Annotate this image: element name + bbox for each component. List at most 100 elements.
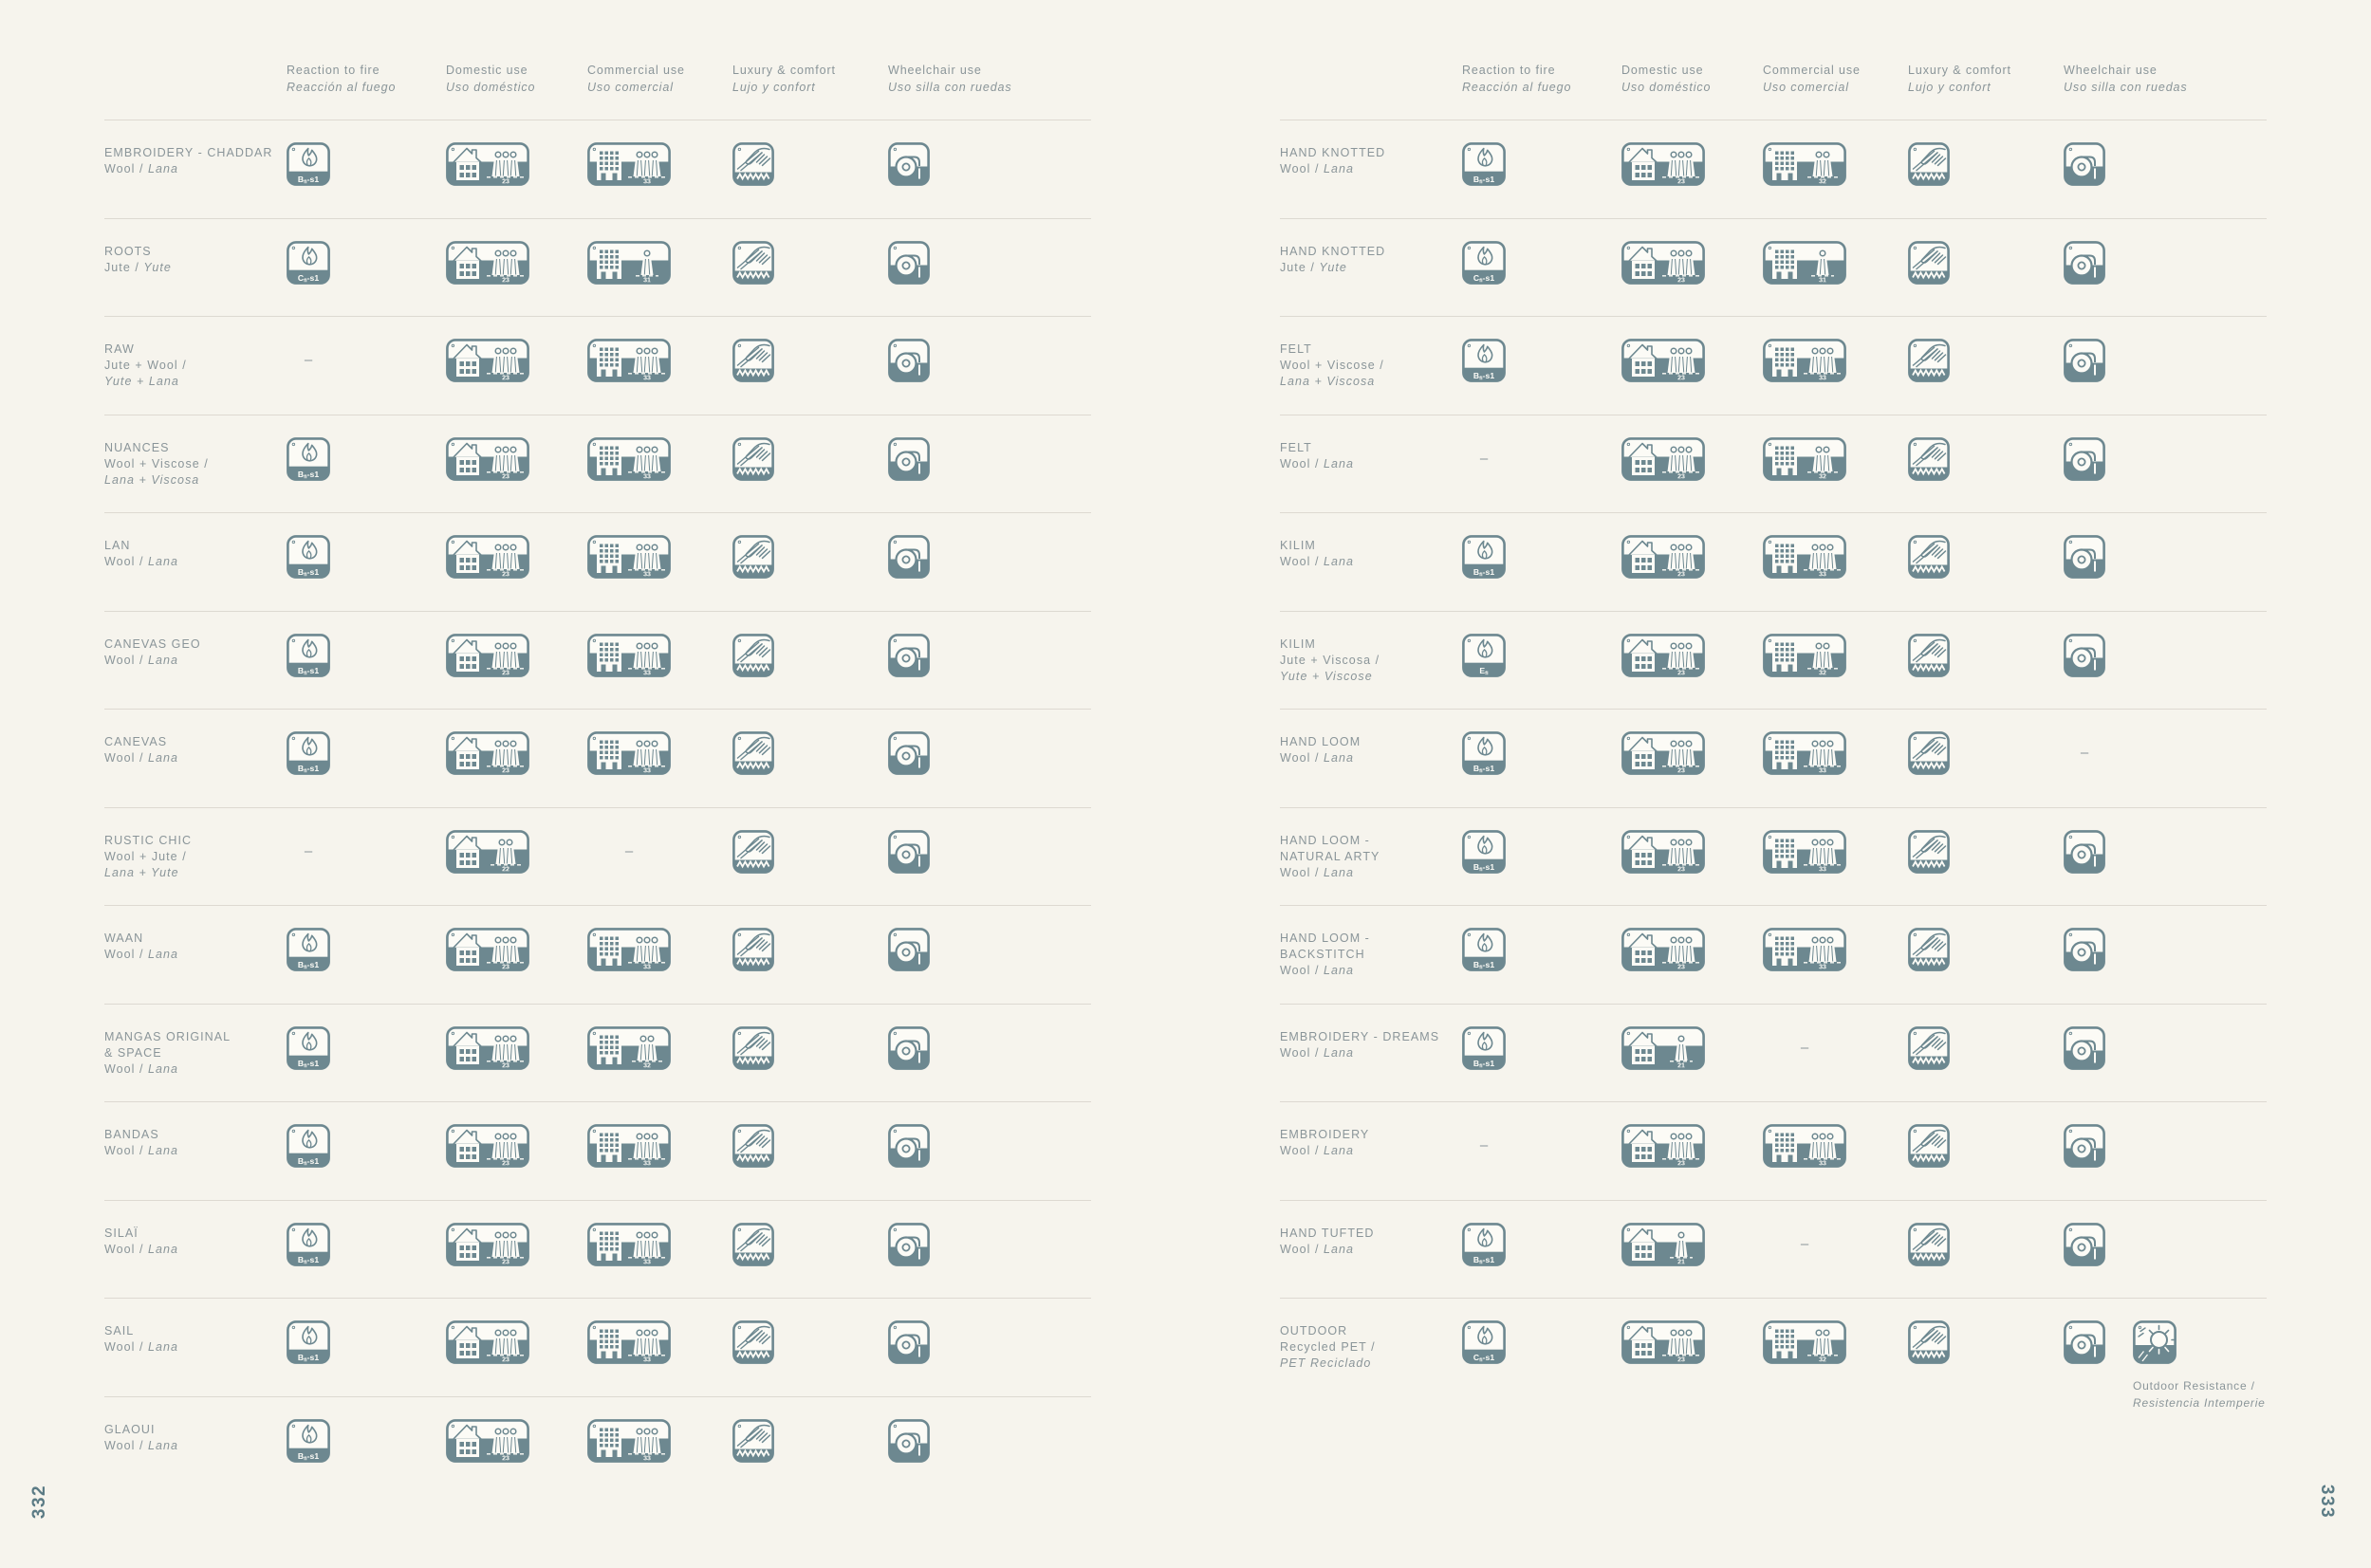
domestic-use-cell: 23 (1621, 240, 1705, 285)
domestic-use-cell: 23 (446, 1124, 529, 1168)
fire-rating-cell: – (287, 339, 330, 382)
svg-text:23: 23 (502, 768, 509, 775)
domestic-use-cell: 23 (446, 535, 529, 579)
svg-text:23: 23 (502, 277, 509, 284)
table-row: HAND KNOTTED Jute / Yute Cfl-s1 23 31 (1280, 217, 2267, 317)
table-row: ROOTS Jute / Yute Cfl-s1 23 31 (104, 217, 1091, 317)
svg-text:Bfl-s1: Bfl-s1 (1473, 567, 1494, 579)
product-label: EMBROIDERY - CHADDAR Wool / Lana (104, 145, 281, 177)
wheelchair-use-cell (2064, 535, 2105, 579)
svg-text:31: 31 (643, 277, 651, 284)
house-people-icon: 23 (1621, 829, 1705, 874)
commercial-use-cell: 33 (587, 1418, 671, 1463)
wheelchair-use-cell (2064, 633, 2105, 677)
product-label: EMBROIDERY Wool / Lana (1280, 1127, 1456, 1159)
product-material: Wool / Lana (104, 1144, 179, 1157)
product-label: OUTDOOR Recycled PET / PET Reciclado (1280, 1323, 1456, 1372)
fire-rating-cell: Bfl-s1 (1462, 535, 1506, 579)
column-header-luxury-comfort: Luxury & comfort Lujo y confort (732, 64, 836, 94)
house-people-icon: 23 (1621, 633, 1705, 677)
luxury-comfort-cell (1908, 339, 1950, 382)
luxury-comfort-cell (1908, 535, 1950, 579)
product-label: HAND KNOTTED Jute / Yute (1280, 244, 1456, 276)
table-row: EMBROIDERY - CHADDAR Wool / Lana Bfl-s1 2… (104, 120, 1091, 218)
product-label: HAND TUFTED Wool / Lana (1280, 1226, 1456, 1258)
product-material: Recycled PET / (1280, 1340, 1376, 1354)
table-row: KILIM Jute + Viscosa / Yute + Viscose Efl … (1280, 610, 2267, 710)
fire-rating-cell: Bfl-s1 (287, 1124, 330, 1168)
svg-text:32: 32 (1819, 670, 1826, 676)
domestic-use-cell: 23 (1621, 731, 1705, 775)
svg-text:Bfl-s1: Bfl-s1 (1473, 1058, 1494, 1069)
product-label: HAND LOOM - NATURAL ARTY Wool / Lana (1280, 833, 1456, 881)
fire-rating-icon: Bfl-s1 (1462, 1025, 1506, 1070)
svg-text:32: 32 (1819, 473, 1826, 480)
wheelchair-use-cell (2064, 436, 2105, 481)
hand-on-carpet-icon (732, 142, 774, 186)
table-row: SILAÏ Wool / Lana Bfl-s1 23 33 (104, 1199, 1091, 1299)
product-name: HAND LOOM - (1280, 932, 1370, 945)
table-row: FELT Wool / Lana – 23 32 (1280, 414, 2267, 513)
building-people-icon: 33 (587, 1320, 671, 1364)
product-name: HAND LOOM (1280, 735, 1361, 748)
svg-text:21: 21 (1677, 1062, 1685, 1069)
hand-on-carpet-icon (732, 240, 774, 285)
wheelchair-use-cell (888, 1418, 930, 1463)
domestic-use-cell: 23 (446, 633, 529, 677)
house-people-icon: 23 (1621, 535, 1705, 579)
luxury-comfort-cell (1908, 633, 1950, 677)
domestic-use-cell: 23 (1621, 142, 1705, 186)
product-name: MANGAS ORIGINAL (104, 1029, 232, 1043)
table-row: HAND LOOM - NATURAL ARTY Wool / Lana Bfl-s… (1280, 806, 2267, 906)
column-header-wheelchair-use: Wheelchair use Uso silla con ruedas (2064, 64, 2188, 94)
domestic-use-cell: 21 (1621, 1222, 1705, 1266)
svg-text:Bfl-s1: Bfl-s1 (298, 469, 319, 480)
product-name: RAW (104, 342, 135, 356)
product-name: FELT (1280, 342, 1312, 356)
svg-text:21: 21 (1677, 1259, 1685, 1265)
house-people-icon: 23 (1621, 1124, 1705, 1168)
house-people-icon: 23 (446, 142, 529, 186)
luxury-comfort-cell (1908, 1124, 1950, 1168)
svg-text:33: 33 (643, 572, 651, 579)
table-row: HAND TUFTED Wool / Lana Bfl-s1 21 – (1280, 1199, 2267, 1299)
fire-rating-cell: Cfl-s1 (1462, 1320, 1506, 1364)
fire-rating-cell: Bfl-s1 (1462, 142, 1506, 186)
house-people-icon: 23 (1621, 240, 1705, 285)
wheelchair-wheel-icon (2064, 535, 2105, 579)
luxury-comfort-cell (732, 1124, 774, 1168)
commercial-use-cell: 33 (587, 633, 671, 677)
luxury-comfort-cell (732, 240, 774, 285)
commercial-use-cell: 33 (1763, 1124, 1846, 1168)
product-label: HAND KNOTTED Wool / Lana (1280, 145, 1456, 177)
fire-rating-cell: Bfl-s1 (287, 633, 330, 677)
wheelchair-use-cell (888, 1320, 930, 1364)
building-people-icon: 33 (587, 535, 671, 579)
spec-table-left: EMBROIDERY - CHADDAR Wool / Lana Bfl-s1 2… (104, 120, 1091, 1494)
product-material: Jute / Yute (104, 260, 172, 274)
not-applicable-dash: – (1479, 450, 1489, 467)
product-material: Wool / Lana (1280, 1045, 1355, 1060)
product-name: HAND KNOTTED (1280, 244, 1386, 258)
building-people-icon: 32 (1763, 633, 1846, 677)
svg-text:Bfl-s1: Bfl-s1 (298, 1058, 319, 1069)
svg-text:Bfl-s1: Bfl-s1 (1473, 764, 1494, 775)
commercial-use-cell: 33 (1763, 339, 1846, 382)
wheelchair-wheel-icon (2064, 436, 2105, 481)
luxury-comfort-cell (1908, 1320, 1950, 1364)
fire-rating-icon: Cfl-s1 (1462, 1320, 1506, 1364)
domestic-use-cell: 23 (1621, 1320, 1705, 1364)
svg-text:23: 23 (502, 1259, 509, 1265)
wheelchair-wheel-icon (888, 339, 930, 382)
building-people-icon: 33 (1763, 928, 1846, 971)
wheelchair-wheel-icon (888, 928, 930, 971)
house-people-icon: 23 (446, 1124, 529, 1168)
product-label: LAN Wool / Lana (104, 538, 281, 570)
svg-text:Bfl-s1: Bfl-s1 (298, 960, 319, 971)
house-people-icon: 23 (446, 1418, 529, 1463)
product-material: Lana + Viscosa (104, 472, 200, 487)
wheelchair-use-cell (888, 436, 930, 481)
product-name: OUTDOOR (1280, 1324, 1348, 1337)
table-row: SAIL Wool / Lana Bfl-s1 23 33 (104, 1298, 1091, 1396)
svg-text:23: 23 (1677, 1161, 1685, 1168)
